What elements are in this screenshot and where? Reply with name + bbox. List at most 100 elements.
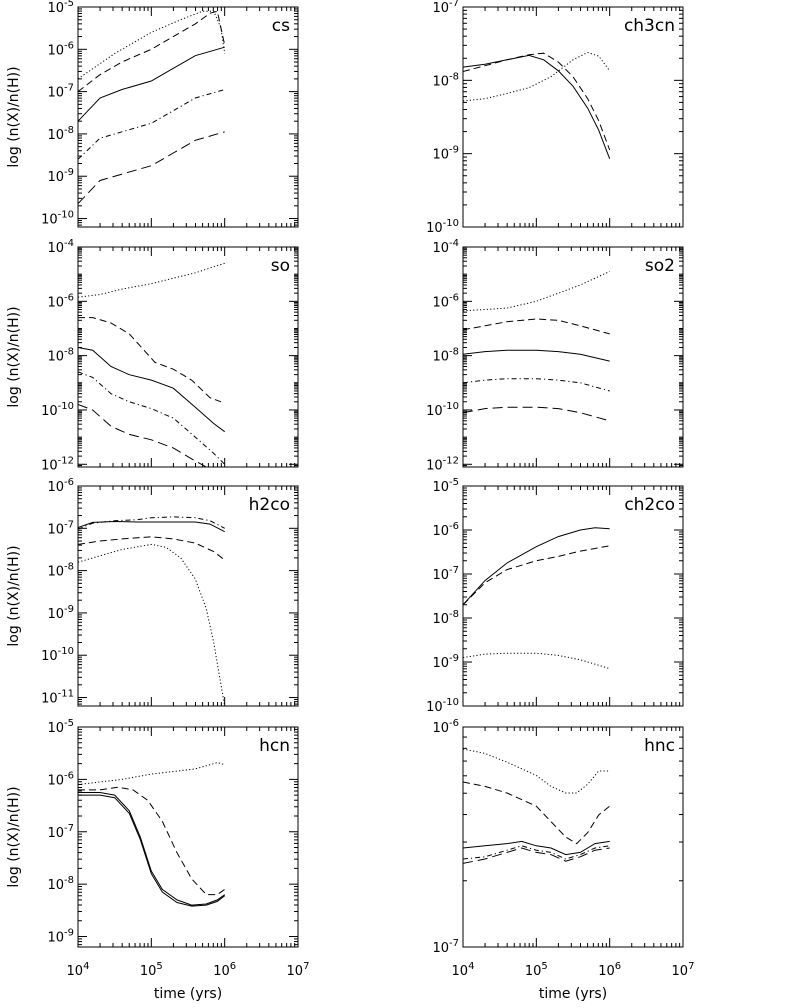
panel-frame — [462, 6, 684, 228]
y-tick-label: 10-7 — [432, 565, 459, 583]
y-tick-label: 10-11 — [41, 689, 74, 707]
series-line-dashdot — [463, 845, 610, 860]
panel-ch3cn: 10-10 10-9 10-8 10-7 ch3cn — [426, 0, 684, 236]
panel-ch2co: 10-10 10-9 10-8 10-7 10-6 10-5 ch2co — [426, 477, 684, 715]
series-line-dashed — [463, 781, 611, 845]
y-tick-label: 10-10 — [426, 697, 459, 715]
x-tick-label: 106 — [598, 961, 621, 979]
x-axis-label: time (yrs) — [154, 986, 222, 1002]
y-tick-label: 10-6 — [432, 292, 459, 310]
y-tick-label: 10-7 — [47, 83, 74, 101]
series-line-solid — [463, 54, 611, 159]
y-tick-label: 10-5 — [432, 477, 459, 495]
y-tick-label: 10-9 — [47, 928, 74, 946]
y-axis-label: log (n(X)/n(H)) — [6, 786, 22, 887]
series-line-longdash — [463, 406, 610, 422]
panel-so2: 10-12 10-10 10-8 10-6 10-4 so2 — [426, 238, 684, 473]
y-tick-label: 10-7 — [432, 938, 459, 956]
series-line-solid — [78, 792, 225, 906]
panel-hcn: 10-9 10-8 10-7 10-6 10-5 hcn log (n(X)/n(H)) 10… — [6, 718, 309, 1002]
panel-h2co: 10-11 10-10 10-9 10-8 10-7 10-6 h2co log (n(X)/… — [6, 477, 299, 707]
series-line-dotted — [463, 652, 610, 670]
y-tick-label: 10-10 — [426, 401, 459, 419]
y-tick-label: 10-6 — [47, 292, 74, 310]
series-line-solid — [463, 840, 610, 856]
panel-frame — [462, 485, 684, 707]
panel-title: so — [271, 256, 290, 276]
panel-frame — [77, 6, 299, 228]
panel-cs: 10-10 10-9 10-8 10-7 10-6 10-5 cs log (n(X)/n(H… — [6, 0, 299, 228]
series-line-dashdot — [78, 516, 225, 530]
panel-title: h2co — [249, 495, 290, 515]
series-line-longdash — [78, 131, 225, 205]
y-tick-label: 10-7 — [432, 0, 459, 16]
x-tick-label: 105 — [525, 961, 548, 979]
y-tick-label: 10-6 — [47, 770, 74, 788]
y-tick-label: 10-9 — [47, 604, 74, 622]
series-line-solid — [78, 46, 225, 122]
series-line-solid — [78, 347, 225, 433]
y-tick-label: 10-8 — [432, 609, 459, 627]
x-tick-label: 104 — [67, 961, 90, 979]
series-line-dashed — [78, 317, 222, 403]
series-line-dashed — [78, 536, 226, 561]
x-tick-label: 105 — [140, 961, 163, 979]
y-tick-label: 10-7 — [47, 823, 74, 841]
y-tick-label: 10-10 — [41, 210, 74, 228]
y-tick-label: 10-9 — [432, 145, 459, 163]
panel-so: 10-12 10-10 10-8 10-6 10-4 so log (n(X)/n(H)) — [6, 238, 299, 473]
y-tick-label: 10-4 — [432, 238, 459, 256]
y-axis-label: log (n(X)/n(H)) — [6, 66, 22, 167]
series-line-dotted — [463, 748, 610, 794]
y-tick-label: 10-5 — [47, 718, 74, 736]
panel-frame — [462, 246, 684, 468]
y-tick-label: 10-8 — [47, 562, 74, 580]
y-axis-label: log (n(X)/n(H)) — [6, 306, 22, 407]
panel-title: so2 — [645, 256, 675, 276]
series-line-dotted — [463, 270, 610, 312]
series-line-solid — [78, 794, 226, 907]
y-tick-label: 10-8 — [47, 125, 74, 143]
y-tick-label: 10-7 — [47, 519, 74, 537]
y-tick-label: 10-9 — [47, 167, 74, 185]
panel-frame — [462, 726, 684, 948]
series-line-dashed — [463, 545, 610, 606]
y-tick-label: 10-8 — [432, 347, 459, 365]
y-tick-label: 10-4 — [47, 238, 74, 256]
panel-title: cs — [272, 16, 290, 36]
y-tick-label: 10-9 — [432, 653, 459, 671]
y-tick-label: 10-10 — [426, 218, 459, 236]
x-tick-label: 107 — [672, 961, 695, 979]
series-line-solid — [463, 349, 610, 362]
x-tick-label: 104 — [452, 961, 475, 979]
panel-title: ch2co — [624, 495, 675, 515]
panel-frame — [77, 726, 299, 948]
x-axis-label: time (yrs) — [539, 986, 607, 1002]
series-line-dotted — [78, 762, 225, 786]
series-line-dashed — [78, 10, 226, 92]
series-line-dashed — [463, 52, 611, 151]
series-line-dotted — [78, 543, 226, 706]
series-line-dashdot — [78, 371, 226, 465]
series-line-dashed — [463, 318, 610, 335]
series-line-dotted — [78, 262, 225, 298]
series-line-dotted — [78, 10, 226, 80]
y-tick-label: 10-5 — [47, 0, 74, 16]
panel-title: ch3cn — [624, 16, 675, 36]
panel-hnc: 10-7 10-6 hnc 104 105 106 107 time (yrs) — [432, 718, 694, 1002]
series-line-dotted — [463, 51, 611, 102]
y-tick-label: 10-6 — [432, 718, 459, 736]
series-line-dashdot — [463, 378, 610, 392]
y-tick-label: 10-6 — [47, 477, 74, 495]
series-line-dashdot — [78, 89, 225, 160]
y-tick-label: 10-6 — [432, 521, 459, 539]
panel-title: hnc — [644, 736, 675, 756]
y-tick-label: 10-8 — [47, 875, 74, 893]
series-line-dashed — [78, 786, 225, 896]
series-line-solid — [463, 527, 610, 606]
x-tick-label: 106 — [213, 961, 236, 979]
series-line-longdash — [78, 404, 207, 467]
y-tick-label: 10-6 — [47, 40, 74, 58]
